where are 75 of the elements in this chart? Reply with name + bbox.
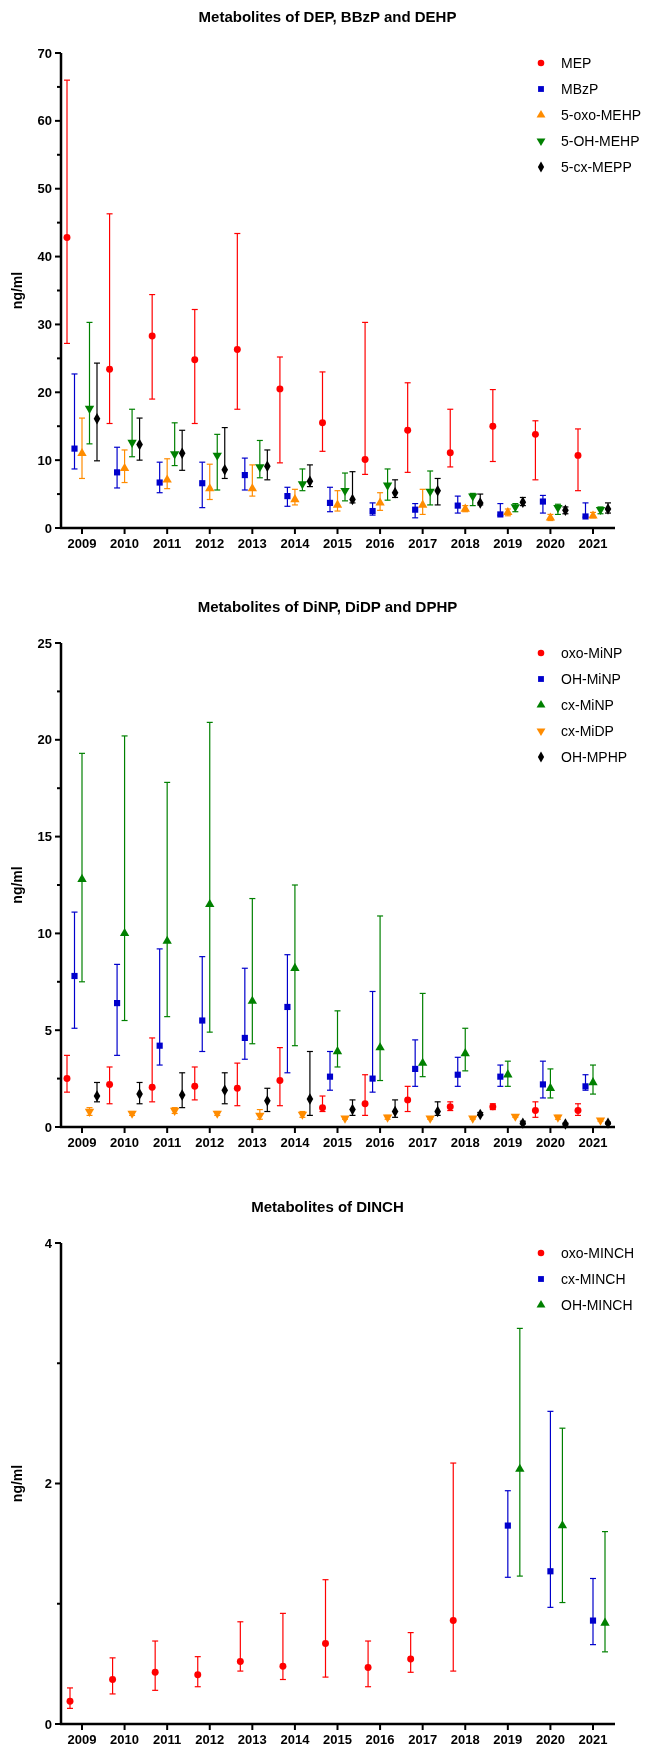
y-tick-label: 40 xyxy=(37,249,52,265)
y-tick-label: 50 xyxy=(37,181,52,197)
legend-label: MEP xyxy=(561,54,592,71)
x-tick-label: 2012 xyxy=(195,536,225,551)
x-tick-label: 2014 xyxy=(280,1135,311,1150)
x-tick-label: 2019 xyxy=(493,1732,523,1747)
x-tick-label: 2016 xyxy=(365,1732,395,1747)
legend-label: 5-OH-MEHP xyxy=(561,132,640,149)
x-tick-label: 2020 xyxy=(535,1135,565,1150)
chart-title: Metabolites of DINCH xyxy=(251,1198,404,1215)
x-tick-label: 2011 xyxy=(153,1135,182,1150)
legend-label: OH-MiNP xyxy=(561,670,621,687)
legend-label: MBzP xyxy=(561,80,599,97)
x-tick-label: 2019 xyxy=(493,536,523,551)
x-tick-label: 2009 xyxy=(67,536,97,551)
x-tick-label: 2014 xyxy=(280,536,311,551)
y-tick-label: 10 xyxy=(37,925,52,941)
x-tick-label: 2019 xyxy=(493,1135,523,1150)
x-tick-label: 2021 xyxy=(578,1135,608,1150)
y-tick-label: 25 xyxy=(37,635,52,651)
legend-label: cx-MiDP xyxy=(561,722,614,739)
legend-label: cx-MiNP xyxy=(561,696,614,713)
x-tick-label: 2015 xyxy=(323,1135,352,1150)
chart-title: Metabolites of DiNP, DiDP and DPHP xyxy=(197,598,458,615)
y-tick-label: 15 xyxy=(37,829,52,845)
y-tick-label: 30 xyxy=(37,316,52,332)
x-tick-label: 2014 xyxy=(280,1732,311,1747)
x-tick-label: 2020 xyxy=(535,536,565,551)
x-tick-label: 2018 xyxy=(450,1732,480,1747)
x-tick-label: 2015 xyxy=(323,1732,352,1747)
y-tick-label: 20 xyxy=(37,384,52,400)
legend-label: 5-oxo-MEHP xyxy=(561,106,642,123)
x-tick-label: 2013 xyxy=(237,1135,267,1150)
legend-label: OH-MINCH xyxy=(561,1296,633,1313)
x-tick-label: 2013 xyxy=(237,536,267,551)
legend-label: oxo-MINCH xyxy=(561,1244,635,1261)
legend-label: OH-MPHP xyxy=(561,748,628,765)
y-tick-label: 10 xyxy=(37,452,52,468)
y-tick-label: 0 xyxy=(44,1716,52,1732)
y-tick-label: 70 xyxy=(37,45,52,61)
x-tick-label: 2009 xyxy=(67,1135,97,1150)
y-axis-title: ng/ml xyxy=(9,1464,25,1503)
x-tick-label: 2018 xyxy=(450,1135,480,1150)
x-tick-label: 2011 xyxy=(153,1732,182,1747)
y-axis-title: ng/ml xyxy=(9,866,25,904)
legend-label: 5-cx-MEPP xyxy=(561,158,632,175)
x-tick-label: 2016 xyxy=(365,536,395,551)
chart-title: Metabolites of DEP, BBzP and DEHP xyxy=(198,8,457,25)
y-axis-title: ng/ml xyxy=(9,271,25,310)
y-tick-label: 0 xyxy=(44,520,52,536)
x-tick-label: 2010 xyxy=(110,1732,140,1747)
legend-label: cx-MINCH xyxy=(561,1270,626,1287)
x-tick-label: 2016 xyxy=(365,1135,395,1150)
y-tick-label: 2 xyxy=(44,1476,52,1492)
x-tick-label: 2010 xyxy=(110,536,140,551)
y-tick-label: 4 xyxy=(44,1235,53,1251)
x-tick-label: 2013 xyxy=(237,1732,267,1747)
x-tick-label: 2012 xyxy=(195,1135,225,1150)
x-tick-label: 2017 xyxy=(408,1732,438,1747)
x-tick-label: 2021 xyxy=(578,536,608,551)
y-tick-label: 60 xyxy=(37,113,52,129)
x-tick-label: 2017 xyxy=(408,536,438,551)
y-tick-label: 5 xyxy=(44,1022,52,1038)
x-tick-label: 2010 xyxy=(110,1135,140,1150)
x-tick-label: 2009 xyxy=(67,1732,97,1747)
y-tick-label: 20 xyxy=(37,732,52,748)
x-tick-label: 2011 xyxy=(153,536,182,551)
legend-label: oxo-MiNP xyxy=(561,644,623,661)
x-tick-label: 2020 xyxy=(535,1732,565,1747)
y-tick-label: 0 xyxy=(44,1119,52,1135)
x-tick-label: 2017 xyxy=(408,1135,438,1150)
x-tick-label: 2018 xyxy=(450,536,480,551)
x-tick-label: 2012 xyxy=(195,1732,225,1747)
x-tick-label: 2015 xyxy=(323,536,352,551)
x-tick-label: 2021 xyxy=(578,1732,608,1747)
